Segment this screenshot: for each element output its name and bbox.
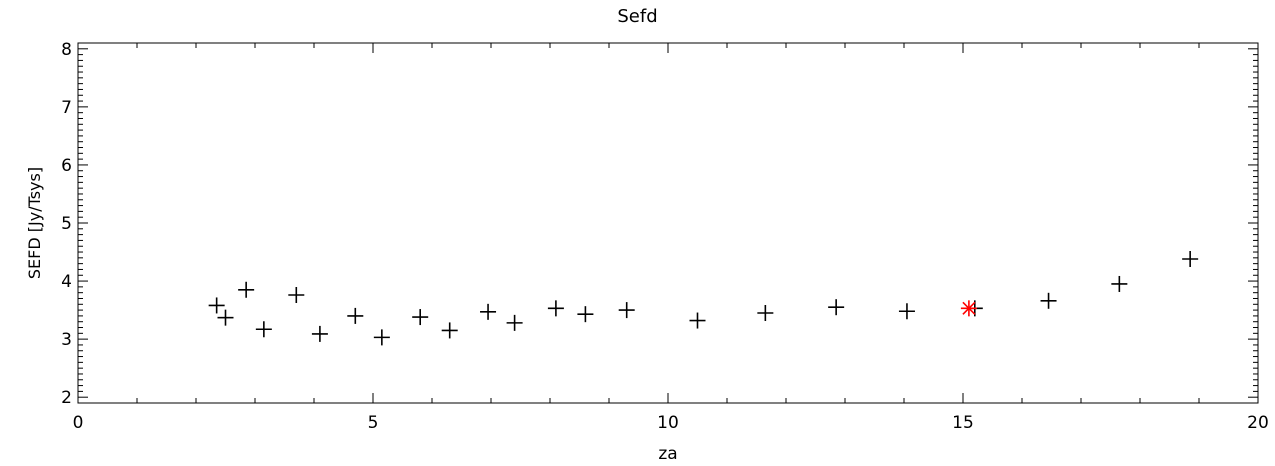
data-point-plus [255, 321, 272, 338]
data-point-plus [898, 303, 915, 320]
data-markers [208, 251, 1199, 346]
x-tick-label: 0 [73, 413, 84, 433]
data-point-plus [577, 306, 594, 323]
data-point-plus [828, 299, 845, 316]
y-tick-label: 6 [61, 156, 72, 176]
data-point-plus [208, 297, 225, 314]
axis-ticks [77, 42, 1259, 404]
chart-title: Sefd [617, 6, 658, 27]
x-tick-label: 10 [657, 413, 679, 433]
data-point-plus [1111, 275, 1128, 292]
y-tick-label: 7 [61, 98, 72, 118]
data-point-plus [757, 305, 774, 321]
y-tick-label: 3 [61, 330, 72, 350]
data-point-asterisk [960, 300, 977, 317]
data-point-plus [480, 303, 497, 320]
data-point-plus [311, 325, 328, 342]
y-tick-label: 8 [61, 40, 72, 60]
data-point-plus [547, 300, 564, 317]
data-point-plus [217, 309, 234, 326]
y-axis-label: SEFD [Jy/Tsys] [25, 167, 44, 279]
y-tick-label: 4 [61, 272, 72, 292]
x-tick-label: 15 [952, 413, 974, 433]
data-point-plus [441, 322, 458, 339]
data-point-plus [373, 329, 390, 346]
data-point-plus [1182, 251, 1199, 267]
y-tick-label: 5 [61, 214, 72, 234]
data-point-plus [618, 302, 635, 319]
data-point-plus [506, 314, 523, 331]
data-point-plus [238, 281, 255, 298]
x-tick-label: 20 [1247, 413, 1269, 433]
x-tick-label: 5 [368, 413, 379, 433]
data-point-plus [689, 312, 706, 329]
plot-frame [77, 42, 1259, 404]
data-point-plus [412, 309, 429, 326]
x-axis-label: za [658, 444, 677, 464]
data-point-plus [347, 307, 364, 324]
y-tick-label: 2 [61, 388, 72, 408]
axis-tick-labels: 0 5 10 15 20 2 3 4 5 6 7 8 [61, 40, 1269, 433]
data-point-plus [1040, 292, 1057, 309]
data-point-plus [288, 287, 305, 303]
